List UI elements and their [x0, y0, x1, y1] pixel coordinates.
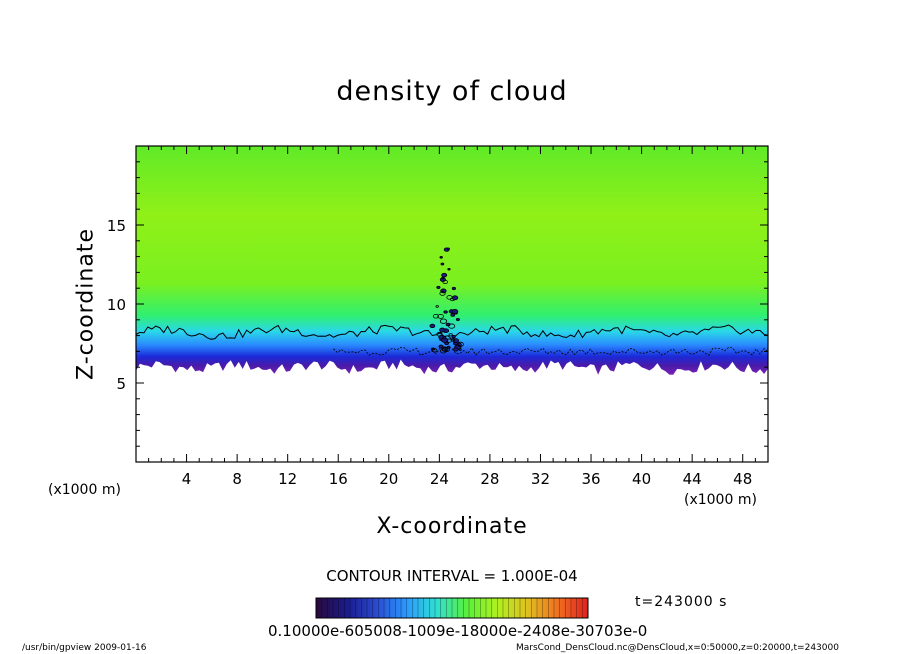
x-tick-label: 32	[531, 470, 550, 488]
plume-contour	[448, 333, 453, 337]
plume-contour	[431, 348, 438, 353]
plume-contour	[451, 334, 456, 339]
plume-contour	[438, 344, 444, 349]
time-label: t=243000 s	[635, 594, 728, 610]
plume-contour	[446, 247, 450, 251]
x-unit-left: (x1000 m)	[48, 482, 121, 498]
x-tick-label: 36	[581, 470, 600, 488]
x-tick-label: 48	[733, 470, 752, 488]
plume-contour	[440, 288, 447, 294]
x-tick-label: 20	[379, 470, 398, 488]
plume-contour	[448, 323, 456, 329]
plume-contour	[440, 262, 445, 266]
plume-contour	[439, 327, 446, 333]
plume-contour	[451, 309, 459, 314]
contour-interval-label: CONTOUR INTERVAL = 1.000E-04	[326, 567, 578, 585]
contour-line-lower	[333, 347, 769, 356]
plume-contour	[450, 338, 455, 342]
contour-line-upper	[135, 324, 769, 341]
x-tick-label: 24	[430, 470, 449, 488]
x-tick-label: 16	[329, 470, 348, 488]
plume-contour	[447, 267, 451, 271]
plume-contour	[441, 347, 449, 352]
x-tick-label: 28	[480, 470, 499, 488]
x-axis-label: X-coordinate	[376, 514, 528, 539]
x-tick-label: 12	[278, 470, 297, 488]
plume-contour	[439, 256, 443, 259]
plume-contour	[435, 305, 439, 308]
y-tick-label: 15	[107, 217, 126, 235]
density-field	[136, 146, 768, 375]
x-tick-label: 40	[632, 470, 651, 488]
y-tick-label: 5	[116, 375, 126, 393]
plume-contour	[444, 347, 450, 352]
x-tick-label: 8	[232, 470, 242, 488]
chart-title: density of cloud	[336, 76, 568, 107]
plume-contour	[457, 341, 464, 347]
plume-contour	[450, 313, 456, 317]
plume-contour	[429, 323, 436, 329]
x-tick-label: 44	[683, 470, 702, 488]
colorbar	[315, 597, 589, 619]
plume-contour	[441, 272, 448, 278]
footer-source: MarsCond_DensCloud.nc@DensCloud,x=0:5000…	[516, 643, 839, 653]
contour-lines	[135, 247, 769, 356]
plume-contour	[453, 347, 459, 352]
plume-contour	[442, 336, 447, 340]
plume-contour	[442, 279, 448, 285]
x-unit-right: (x1000 m)	[684, 492, 757, 508]
y-tick-label: 10	[107, 296, 126, 314]
plume-contour	[451, 286, 456, 291]
plume-contour	[437, 314, 444, 319]
cloud-density-region	[136, 146, 768, 375]
colorbar-tick-labels: 0.10000e-605008-1009e-18000e-2408e-30703…	[268, 622, 648, 640]
plume-contour	[439, 291, 446, 296]
plume-contour	[441, 276, 445, 280]
plume-contour	[458, 348, 462, 351]
plume-contour	[439, 348, 447, 354]
plume-contour	[455, 317, 460, 322]
plume-contour	[436, 285, 441, 289]
plume-contour	[451, 295, 459, 301]
plume-contour	[443, 310, 448, 314]
footer-command: /usr/bin/gpview 2009-01-16	[22, 643, 147, 653]
plume-contour	[439, 318, 448, 324]
y-axis-label: Z-coordinate	[73, 228, 99, 380]
x-tick-label: 4	[182, 470, 192, 488]
plume-contour	[432, 313, 439, 319]
